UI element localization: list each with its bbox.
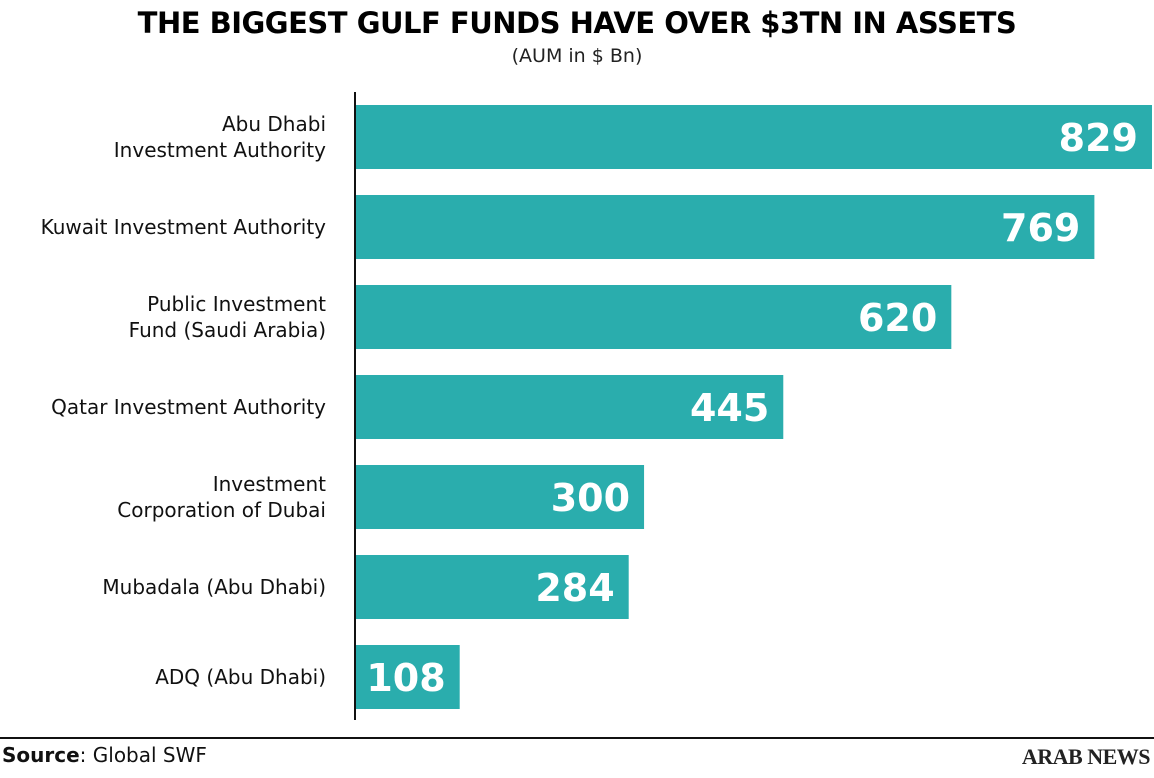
category-label: Qatar Investment Authority (51, 395, 326, 419)
category-label: Investment Corporation of Dubai (117, 472, 326, 522)
category-label: ADQ (Abu Dhabi) (155, 665, 326, 689)
value-label: 445 (690, 386, 769, 430)
value-label: 829 (1059, 116, 1138, 160)
source-label: Source (2, 743, 80, 767)
category-label: Abu Dhabi Investment Authority (113, 112, 326, 162)
source-text: : Global SWF (79, 743, 207, 767)
bar (356, 105, 1152, 169)
bar (356, 465, 645, 529)
bar (356, 285, 952, 349)
value-label: 620 (858, 296, 937, 340)
category-label: Public Investment Fund (Saudi Arabia) (128, 292, 326, 342)
source: Source: Global SWF (2, 743, 207, 767)
chart-title: THE BIGGEST GULF FUNDS HAVE OVER $3TN IN… (137, 6, 1017, 40)
value-label: 284 (535, 566, 614, 610)
brand-logo: ARAB NEWS (1021, 744, 1151, 769)
chart-subtitle: (AUM in $ Bn) (511, 45, 643, 67)
value-label: 300 (551, 476, 630, 520)
bar (356, 375, 784, 439)
category-label: Kuwait Investment Authority (40, 215, 326, 239)
bar (356, 195, 1095, 259)
category-label: Mubadala (Abu Dhabi) (102, 575, 326, 599)
bar (356, 555, 629, 619)
value-label: 769 (1001, 206, 1080, 250)
value-label: 108 (366, 656, 445, 700)
bar (356, 645, 460, 709)
